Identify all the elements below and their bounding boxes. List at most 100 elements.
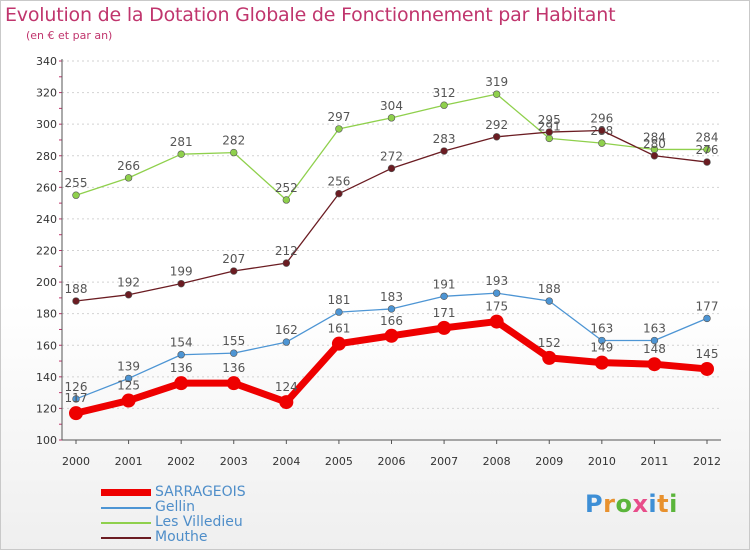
data-point-mouthe xyxy=(598,126,606,135)
data-label-mouthe: 295 xyxy=(538,113,561,127)
data-point-les-villedieu xyxy=(230,148,238,157)
data-label-gellin: 126 xyxy=(65,380,88,394)
data-point-sarrageois xyxy=(331,336,346,351)
legend-swatch-mouthe xyxy=(101,536,151,539)
x-tick-label: 2012 xyxy=(693,455,721,468)
data-label-gellin: 177 xyxy=(696,299,719,313)
data-label-sarrageois: 149 xyxy=(590,341,613,355)
data-label-sarrageois: 117 xyxy=(65,391,88,405)
legend-swatch-gellin xyxy=(101,506,151,509)
data-point-mouthe xyxy=(650,152,659,160)
x-tick-label: 2000 xyxy=(62,455,90,468)
data-point-gellin xyxy=(387,305,396,313)
data-point-gellin xyxy=(177,351,185,359)
y-tick-label: 180 xyxy=(36,308,57,321)
data-label-les-villedieu: 255 xyxy=(65,176,88,190)
x-tick-label: 2004 xyxy=(272,455,300,468)
legend-swatch-sarrageois xyxy=(101,488,151,496)
logo-letter: P xyxy=(585,490,604,518)
data-label-mouthe: 212 xyxy=(275,244,298,258)
data-point-gellin xyxy=(440,292,448,300)
data-label-sarrageois: 125 xyxy=(117,379,140,393)
logo-letter: t xyxy=(657,490,670,518)
data-point-les-villedieu xyxy=(492,90,501,98)
data-label-mouthe: 292 xyxy=(485,118,508,132)
y-tick-label: 160 xyxy=(36,339,57,352)
data-label-sarrageois: 136 xyxy=(222,361,245,375)
data-point-gellin xyxy=(545,297,553,305)
data-label-mouthe: 256 xyxy=(327,175,350,189)
data-point-gellin xyxy=(72,395,80,403)
data-label-gellin: 163 xyxy=(643,322,666,336)
data-label-les-villedieu: 297 xyxy=(327,110,350,124)
data-point-gellin xyxy=(124,374,133,383)
x-tick-label: 2010 xyxy=(588,455,616,468)
legend-swatch-les-villedieu xyxy=(101,521,151,524)
y-tick-label: 280 xyxy=(36,150,57,163)
data-point-mouthe xyxy=(230,267,238,275)
y-tick-label: 220 xyxy=(36,245,57,258)
x-tick-label: 2003 xyxy=(220,455,248,468)
data-label-les-villedieu: 304 xyxy=(380,99,403,113)
data-label-mouthe: 276 xyxy=(696,143,719,157)
data-label-gellin: 154 xyxy=(170,336,193,350)
data-label-mouthe: 296 xyxy=(590,111,613,125)
x-tick-label: 2002 xyxy=(167,455,195,468)
x-tick-label: 2011 xyxy=(640,455,668,468)
data-label-les-villedieu: 282 xyxy=(222,134,245,148)
data-point-mouthe xyxy=(335,189,343,198)
data-label-sarrageois: 171 xyxy=(433,306,456,320)
proxiti-logo: Proxiti xyxy=(585,490,678,518)
data-label-mouthe: 280 xyxy=(643,137,666,151)
logo-letter: x xyxy=(632,490,649,518)
x-tick-label: 2009 xyxy=(535,455,563,468)
data-point-sarrageois xyxy=(647,357,662,372)
data-label-sarrageois: 152 xyxy=(538,336,561,350)
data-point-les-villedieu xyxy=(703,145,711,154)
data-point-sarrageois xyxy=(700,361,714,376)
data-label-gellin: 188 xyxy=(538,282,561,296)
data-label-sarrageois: 161 xyxy=(327,322,350,336)
data-label-les-villedieu: 284 xyxy=(696,130,719,144)
data-point-sarrageois xyxy=(489,314,504,329)
data-label-gellin: 191 xyxy=(433,277,456,291)
data-point-les-villedieu xyxy=(545,134,553,143)
y-tick-label: 300 xyxy=(36,118,57,131)
y-tick-label: 140 xyxy=(36,371,57,384)
y-tick-label: 340 xyxy=(36,55,57,68)
data-point-gellin xyxy=(492,289,501,297)
data-point-les-villedieu xyxy=(335,125,343,133)
legend-label-mouthe: Mouthe xyxy=(155,529,208,545)
data-point-les-villedieu xyxy=(177,150,185,158)
data-label-les-villedieu: 252 xyxy=(275,181,298,195)
data-label-gellin: 139 xyxy=(117,359,140,373)
x-tick-label: 2008 xyxy=(483,455,511,468)
data-point-mouthe xyxy=(177,279,185,288)
data-label-sarrageois: 145 xyxy=(696,347,719,361)
data-point-mouthe xyxy=(440,147,448,155)
data-point-les-villedieu xyxy=(124,174,133,182)
data-point-sarrageois xyxy=(69,406,83,421)
data-point-mouthe xyxy=(282,259,291,267)
data-point-mouthe xyxy=(703,158,711,166)
data-point-mouthe xyxy=(72,297,80,305)
data-point-mouthe xyxy=(545,128,553,136)
data-label-gellin: 193 xyxy=(485,274,508,288)
data-point-sarrageois xyxy=(594,355,609,370)
data-point-mouthe xyxy=(124,291,133,299)
data-label-mouthe: 272 xyxy=(380,149,403,163)
data-label-mouthe: 188 xyxy=(65,282,88,296)
data-point-les-villedieu xyxy=(282,196,291,204)
chart-title: Evolution de la Dotation Globale de Fonc… xyxy=(5,4,616,26)
data-label-sarrageois: 148 xyxy=(643,342,666,356)
y-tick-label: 120 xyxy=(36,402,57,415)
y-tick-label: 260 xyxy=(36,181,57,194)
data-point-mouthe xyxy=(492,133,501,141)
legend-label-gellin: Gellin xyxy=(155,499,196,515)
data-label-mouthe: 192 xyxy=(117,276,140,290)
data-point-gellin xyxy=(230,349,238,357)
y-tick-label: 200 xyxy=(36,276,57,289)
data-point-sarrageois xyxy=(279,395,294,410)
data-label-sarrageois: 136 xyxy=(170,361,193,375)
